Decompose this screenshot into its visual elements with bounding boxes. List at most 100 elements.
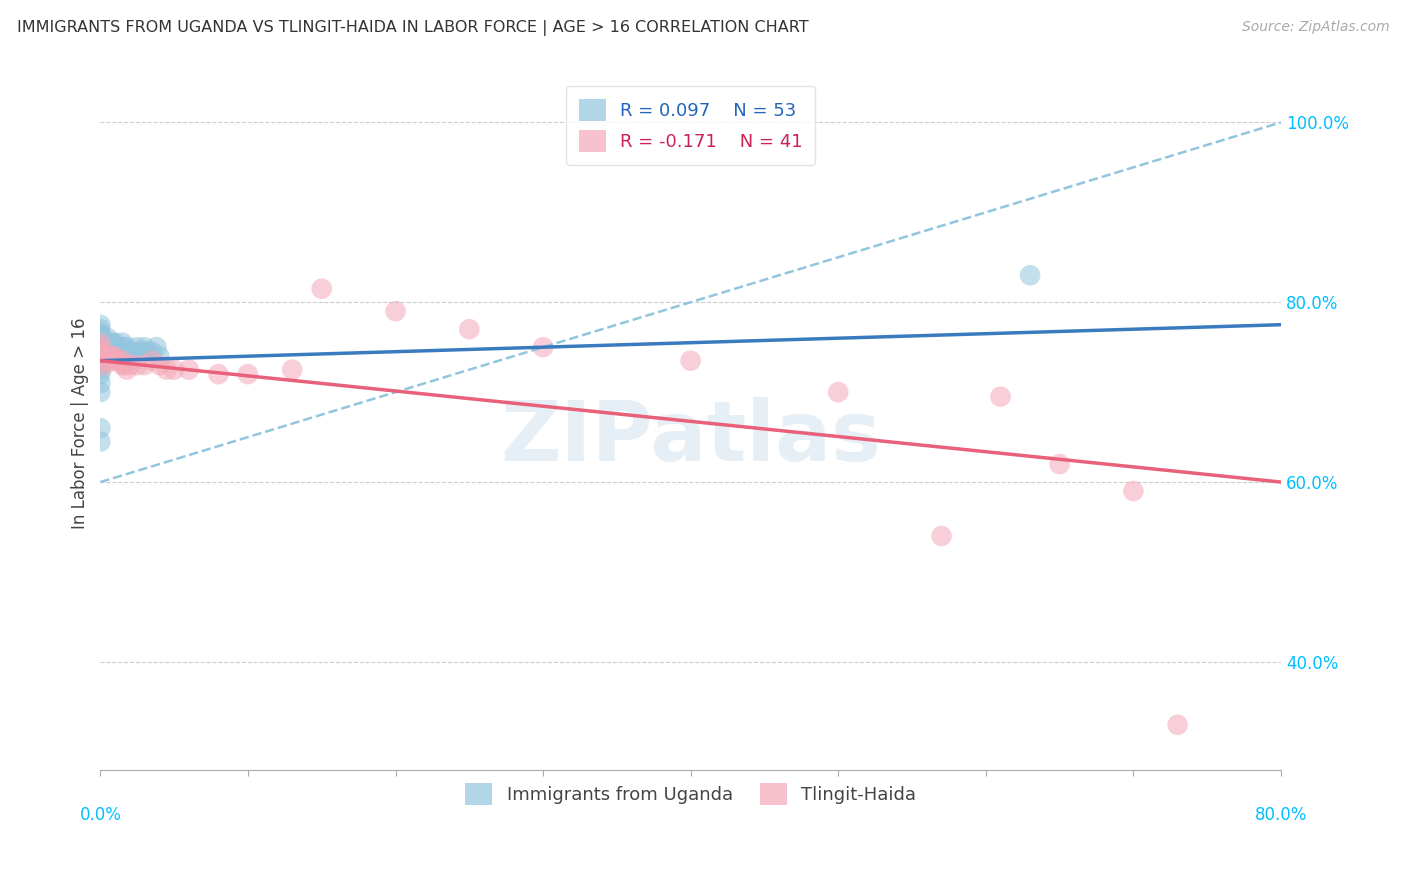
Point [236, 367, 259, 381]
Point [531, 340, 554, 354]
Point [89, 331, 111, 345]
Point [1167, 718, 1189, 732]
Point [141, 353, 163, 368]
Point [931, 529, 953, 543]
Point [96, 335, 118, 350]
Point [104, 335, 127, 350]
Point [111, 335, 134, 350]
Point [1049, 457, 1071, 471]
Point [89, 326, 111, 341]
Point [94, 344, 117, 359]
Text: Source: ZipAtlas.com: Source: ZipAtlas.com [1241, 20, 1389, 34]
Point [94, 335, 117, 350]
Point [104, 353, 127, 368]
Point [101, 344, 124, 359]
Point [107, 340, 129, 354]
Point [177, 362, 200, 376]
Point [145, 340, 167, 354]
Point [89, 362, 111, 376]
Point [1122, 484, 1144, 499]
Point [103, 349, 125, 363]
Point [94, 358, 117, 372]
Point [89, 331, 111, 345]
Point [96, 340, 118, 354]
Point [89, 318, 111, 332]
Point [134, 340, 156, 354]
Point [384, 304, 406, 318]
Point [121, 344, 143, 359]
Point [96, 353, 118, 368]
Point [89, 344, 111, 359]
Point [100, 340, 122, 354]
Point [207, 367, 229, 381]
Point [89, 331, 111, 345]
Point [89, 434, 111, 449]
Point [89, 340, 111, 354]
Text: 0.0%: 0.0% [79, 805, 121, 824]
Point [111, 358, 134, 372]
Point [107, 353, 129, 368]
Point [108, 344, 131, 359]
Point [156, 362, 179, 376]
Point [114, 344, 136, 359]
Point [118, 358, 141, 372]
Point [115, 362, 138, 376]
Point [141, 344, 163, 359]
Point [94, 340, 117, 354]
Point [118, 344, 141, 359]
Point [89, 353, 111, 368]
Point [990, 390, 1012, 404]
Point [98, 340, 121, 354]
Point [101, 335, 124, 350]
Point [89, 340, 111, 354]
Point [89, 353, 111, 368]
Point [89, 326, 111, 341]
Point [89, 322, 111, 336]
Point [148, 358, 170, 372]
Point [89, 344, 111, 359]
Point [131, 344, 153, 359]
Point [311, 282, 333, 296]
Point [281, 362, 304, 376]
Point [163, 362, 186, 376]
Point [112, 358, 135, 372]
Point [89, 335, 111, 350]
Point [127, 358, 149, 372]
Point [89, 421, 111, 435]
Point [89, 376, 111, 391]
Point [458, 322, 481, 336]
Point [679, 353, 702, 368]
Point [111, 353, 134, 368]
Point [97, 353, 120, 368]
Point [104, 344, 127, 359]
Point [134, 358, 156, 372]
Point [89, 358, 111, 372]
Point [89, 349, 111, 363]
Point [91, 340, 114, 354]
Text: 80.0%: 80.0% [1254, 805, 1308, 824]
Point [89, 335, 111, 350]
Point [97, 331, 120, 345]
Point [89, 367, 111, 381]
Point [127, 340, 149, 354]
Point [148, 349, 170, 363]
Point [97, 344, 120, 359]
Point [98, 349, 121, 363]
Point [91, 349, 114, 363]
Y-axis label: In Labor Force | Age > 16: In Labor Force | Age > 16 [72, 318, 89, 529]
Point [101, 349, 124, 363]
Text: IMMIGRANTS FROM UGANDA VS TLINGIT-HAIDA IN LABOR FORCE | AGE > 16 CORRELATION CH: IMMIGRANTS FROM UGANDA VS TLINGIT-HAIDA … [17, 20, 808, 36]
Point [112, 340, 135, 354]
Point [100, 349, 122, 363]
Point [827, 385, 849, 400]
Point [89, 344, 111, 359]
Point [136, 344, 159, 359]
Point [89, 385, 111, 400]
Point [89, 349, 111, 363]
Text: ZIPatlas: ZIPatlas [501, 397, 882, 478]
Point [1019, 268, 1042, 283]
Point [98, 335, 121, 350]
Legend: Immigrants from Uganda, Tlingit-Haida: Immigrants from Uganda, Tlingit-Haida [458, 776, 924, 813]
Point [115, 340, 138, 354]
Point [89, 335, 111, 350]
